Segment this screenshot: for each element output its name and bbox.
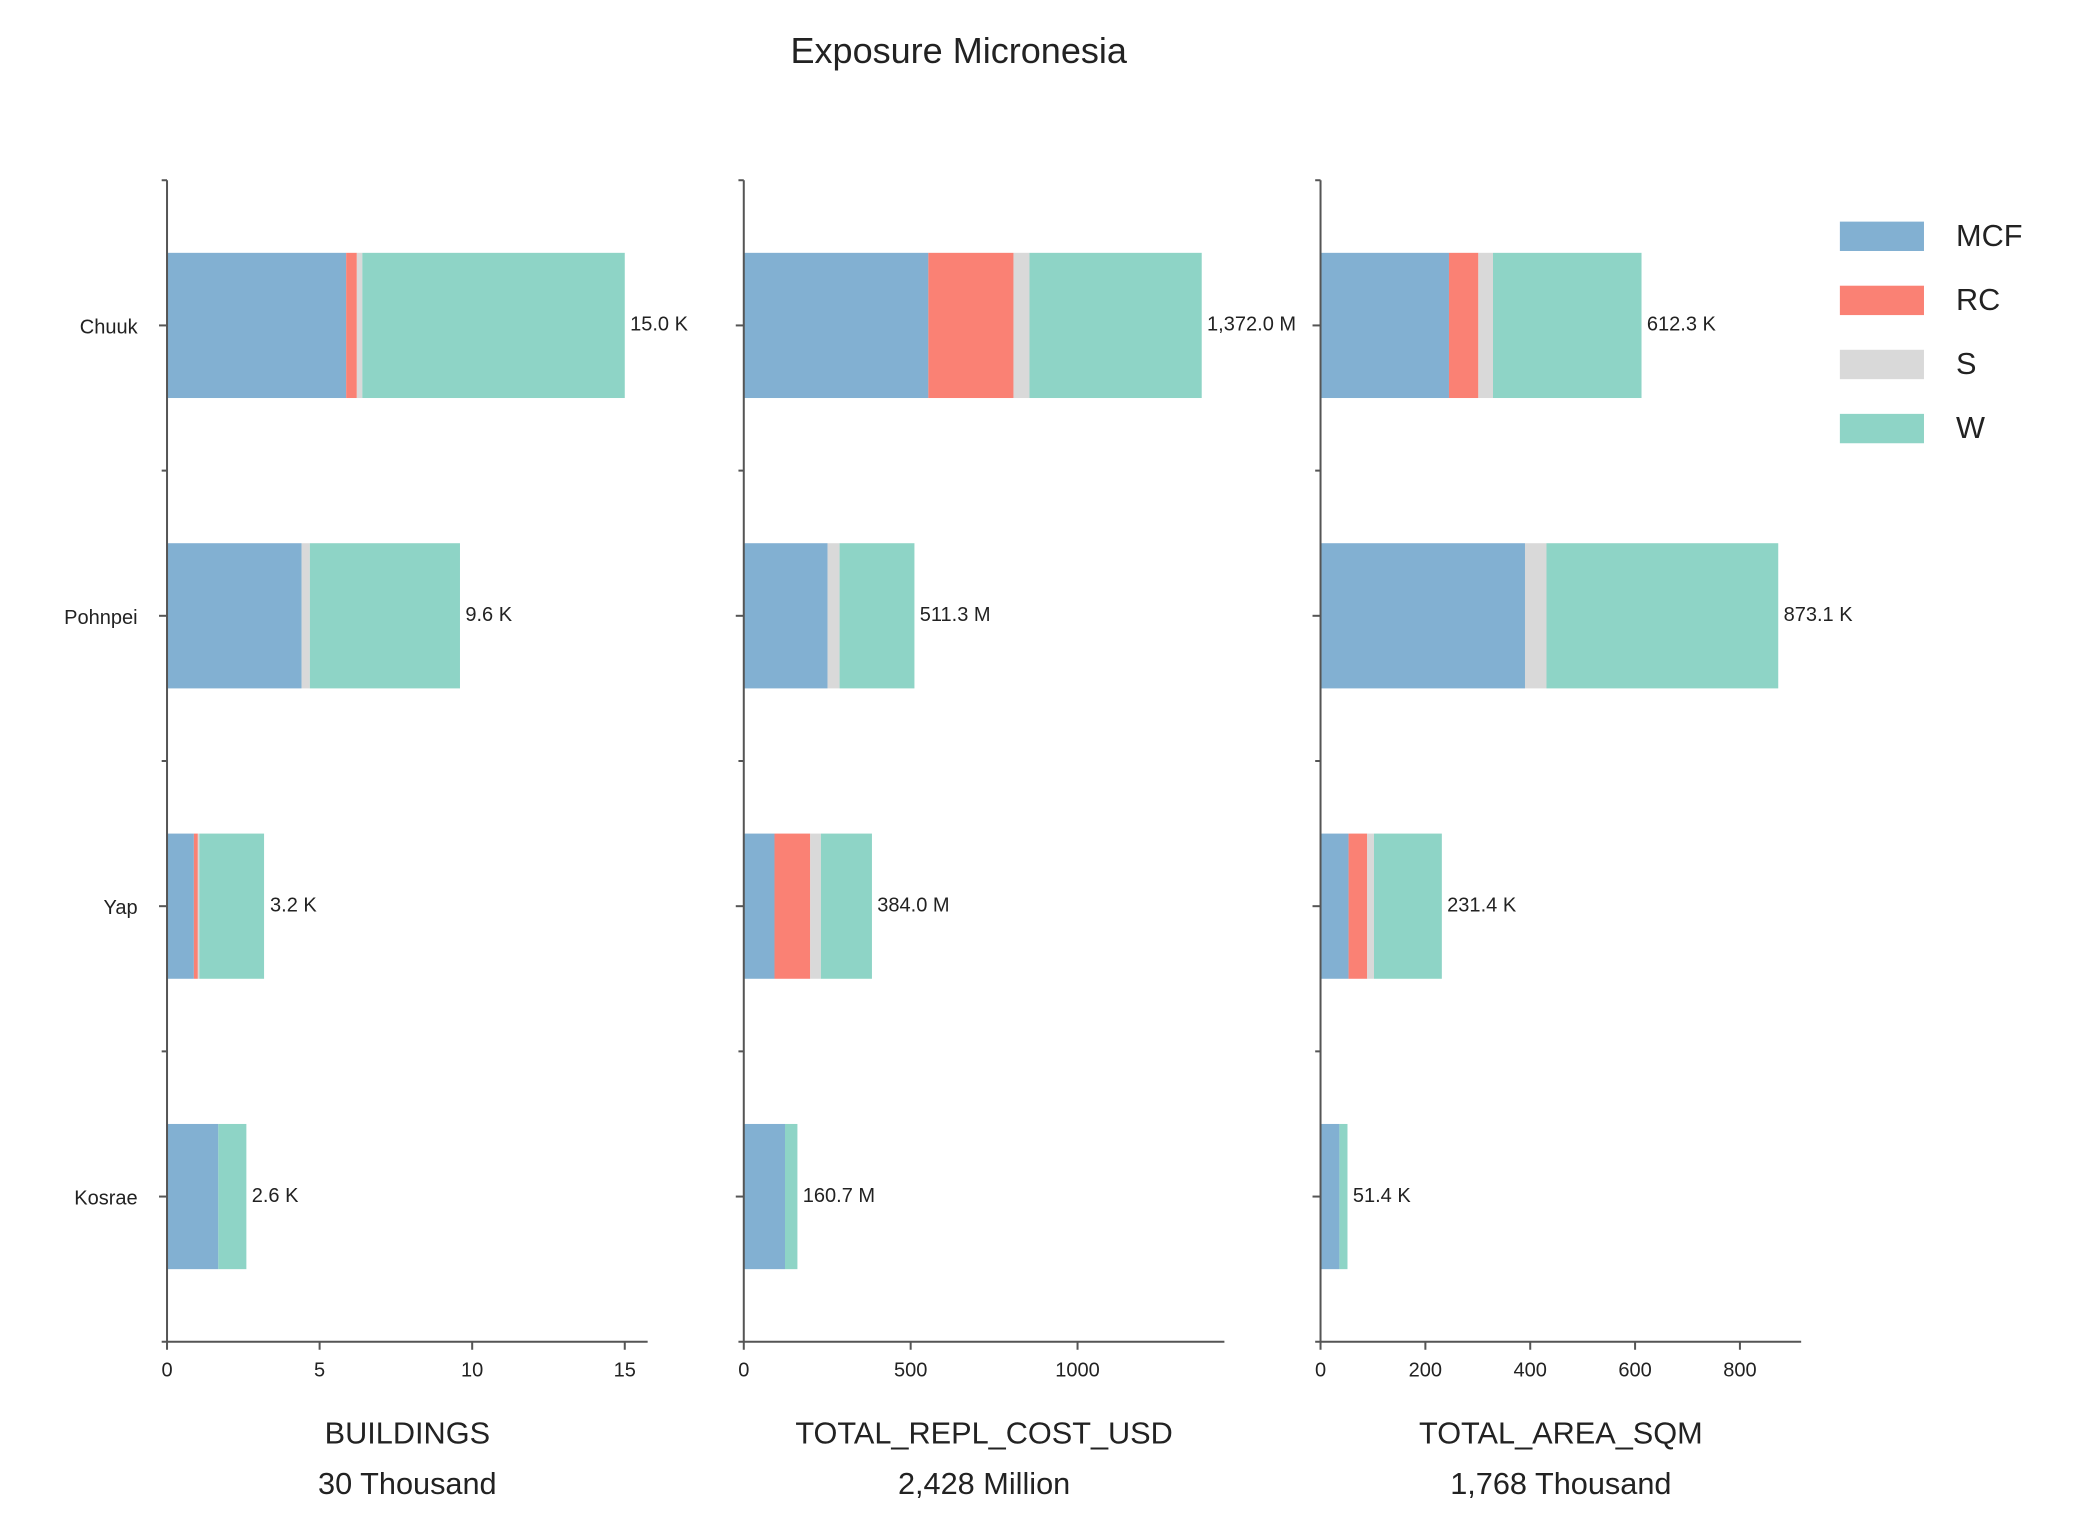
bar-segment xyxy=(1320,833,1349,979)
bar-segment xyxy=(1524,543,1547,689)
bar-segment xyxy=(1320,1123,1340,1270)
bar-segment xyxy=(928,252,1014,399)
bar-segment xyxy=(1493,252,1642,399)
bar-segment xyxy=(743,252,929,399)
bar-segment xyxy=(1367,833,1375,979)
bar-segment xyxy=(774,833,811,979)
legend-label: RC xyxy=(1956,282,2000,317)
x-tick-label: 15 xyxy=(614,1359,636,1381)
x-axis-label: 30 Thousand xyxy=(318,1466,497,1501)
bar-segment xyxy=(743,543,828,689)
bar-segment xyxy=(199,833,265,979)
total-label: 873.1 K xyxy=(1784,604,1854,626)
bar-segment xyxy=(167,252,347,399)
bar-segment xyxy=(784,1123,798,1270)
bar-segment xyxy=(1348,833,1368,979)
x-axis-label: TOTAL_AREA_SQM xyxy=(1419,1415,1703,1450)
y-tick-label: Pohnpei xyxy=(64,607,137,629)
bar-segment xyxy=(1320,252,1449,399)
bar-segment xyxy=(1374,833,1442,979)
x-tick-label: 600 xyxy=(1618,1359,1651,1381)
x-axis-label: 2,428 Million xyxy=(898,1466,1070,1501)
x-axis-label: BUILDINGS xyxy=(325,1415,490,1450)
x-tick-label: 400 xyxy=(1514,1359,1547,1381)
total-label: 15.0 K xyxy=(630,314,689,336)
total-label: 2.6 K xyxy=(252,1185,299,1207)
y-tick-label: Chuuk xyxy=(80,316,139,338)
x-axis-label: TOTAL_REPL_COST_USD xyxy=(795,1415,1172,1450)
x-tick-label: 1000 xyxy=(1055,1359,1100,1381)
bar-segment xyxy=(1320,543,1525,689)
total-label: 384.0 M xyxy=(877,894,949,916)
x-tick-label: 200 xyxy=(1409,1359,1442,1381)
total-label: 612.3 K xyxy=(1647,314,1717,336)
total-label: 51.4 K xyxy=(1353,1185,1412,1207)
bar-segment xyxy=(167,833,194,979)
bar-segment xyxy=(743,833,775,979)
bar-segment xyxy=(1013,252,1030,399)
bar-segment xyxy=(167,543,302,689)
bar-segment xyxy=(362,252,625,399)
total-label: 3.2 K xyxy=(270,894,317,916)
x-tick-label: 0 xyxy=(161,1359,172,1381)
bar-segment xyxy=(197,833,200,979)
x-axis-label: 1,768 Thousand xyxy=(1450,1466,1671,1501)
bar-segment xyxy=(301,543,310,689)
bar-segment xyxy=(810,833,821,979)
bar-segment xyxy=(820,833,872,979)
bar-segment xyxy=(743,1123,785,1270)
bar-segment xyxy=(218,1123,247,1270)
bar-segment xyxy=(356,252,363,399)
total-label: 9.6 K xyxy=(465,604,512,626)
legend-swatch xyxy=(1839,349,1924,380)
bar-segment xyxy=(1029,252,1202,399)
x-tick-label: 800 xyxy=(1723,1359,1756,1381)
legend-label: S xyxy=(1956,346,1976,381)
chart-title: Exposure Micronesia xyxy=(790,30,1127,71)
bar-segment xyxy=(1339,1123,1348,1270)
y-tick-label: Yap xyxy=(104,897,138,919)
bar-segment xyxy=(827,543,840,689)
legend-swatch xyxy=(1839,285,1924,316)
legend-swatch xyxy=(1839,221,1924,251)
legend-swatch xyxy=(1839,413,1924,444)
x-tick-label: 0 xyxy=(738,1359,749,1381)
x-tick-label: 0 xyxy=(1315,1359,1326,1381)
x-tick-label: 5 xyxy=(314,1359,325,1381)
total-label: 1,372.0 M xyxy=(1207,314,1296,336)
bar-segment xyxy=(1478,252,1494,399)
bar-segment xyxy=(193,833,198,979)
bar-segment xyxy=(839,543,915,689)
total-label: 511.3 M xyxy=(920,604,991,626)
bar-segment xyxy=(1546,543,1779,689)
bar-segment xyxy=(167,1123,219,1270)
legend-label: MCF xyxy=(1956,218,2022,253)
y-tick-label: Kosrae xyxy=(74,1188,137,1210)
bar-segment xyxy=(346,252,357,399)
x-tick-label: 500 xyxy=(894,1359,927,1381)
legend-label: W xyxy=(1956,410,1985,445)
bar-segment xyxy=(309,543,460,689)
x-tick-label: 10 xyxy=(461,1359,483,1381)
total-label: 160.7 M xyxy=(803,1185,875,1207)
bar-segment xyxy=(1448,252,1479,399)
total-label: 231.4 K xyxy=(1447,894,1517,916)
